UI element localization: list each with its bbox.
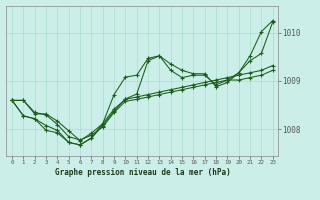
X-axis label: Graphe pression niveau de la mer (hPa): Graphe pression niveau de la mer (hPa) — [54, 168, 230, 177]
